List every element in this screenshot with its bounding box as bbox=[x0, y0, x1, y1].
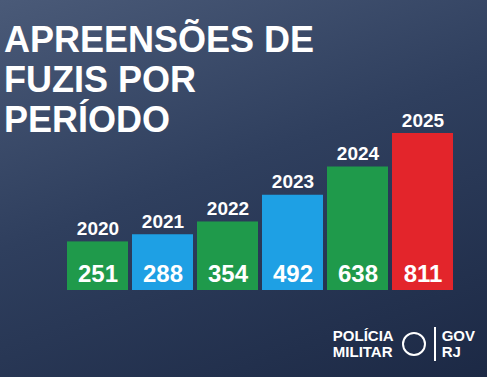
svg-text:354: 354 bbox=[208, 260, 249, 287]
svg-text:492: 492 bbox=[273, 260, 313, 287]
html-text:POLÍCIA: POLÍCIA bbox=[332, 327, 394, 344]
svg-text:288: 288 bbox=[143, 260, 183, 287]
html-text:RJ: RJ bbox=[441, 343, 461, 360]
svg-text:2023: 2023 bbox=[272, 171, 314, 192]
svg-text:2022: 2022 bbox=[207, 198, 249, 219]
svg-text:251: 251 bbox=[78, 260, 118, 287]
svg-text:2021: 2021 bbox=[142, 211, 185, 232]
html-text:MILITAR: MILITAR bbox=[332, 343, 393, 360]
html-text:GOV: GOV bbox=[441, 327, 475, 344]
svg-text:2024: 2024 bbox=[337, 143, 380, 164]
svg-text:638: 638 bbox=[338, 260, 378, 287]
html-text:APREENSÕES DE FUZIS POR PERÍOD: APREENSÕES DE FUZIS POR PERÍODO bbox=[4, 19, 315, 140]
svg-text:2020: 2020 bbox=[77, 218, 119, 239]
svg-text:811: 811 bbox=[404, 260, 443, 287]
svg-text:2025: 2025 bbox=[402, 110, 445, 131]
